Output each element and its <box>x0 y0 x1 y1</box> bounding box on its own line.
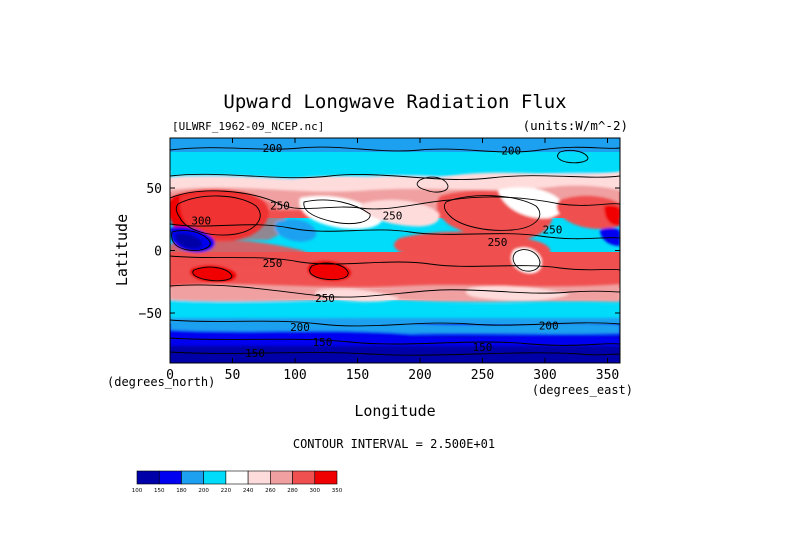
colorbar-swatch <box>136 470 160 485</box>
band-north-polar <box>170 138 620 154</box>
contour-label: 200 <box>290 321 310 334</box>
patch-south-pink-east <box>465 285 570 301</box>
contour-label: 250 <box>315 292 335 305</box>
contour-interval-note: CONTOUR INTERVAL = 2.500E+01 <box>293 437 495 451</box>
x-axis-units: (degrees_east) <box>532 383 633 397</box>
colorbar-level-label: 100 <box>132 488 143 494</box>
contour-label: 300 <box>191 215 211 228</box>
x-tick-label: 150 <box>346 368 369 383</box>
contour-label: 250 <box>270 200 290 213</box>
colorbar-swatch <box>203 470 227 485</box>
contour-label: 200 <box>263 142 283 155</box>
contour-label: 250 <box>543 223 563 236</box>
units-label: (units:W/m^-2) <box>523 118 628 133</box>
contour-arctic-loop <box>557 149 589 164</box>
contour-200-south <box>170 319 620 327</box>
contour-equator-north <box>170 223 620 240</box>
x-tick-label: 0 <box>166 368 174 383</box>
contour-sahara-loop <box>303 199 371 225</box>
y-tick-label: 0 <box>154 245 162 260</box>
colorbar-swatch <box>158 470 182 485</box>
x-tick-label: 350 <box>596 368 619 383</box>
patch-pacific-white <box>360 199 440 227</box>
contour-greenland-loop <box>416 176 449 193</box>
contour-lines <box>170 146 620 356</box>
contour-label: 200 <box>539 320 559 333</box>
contour-250-north <box>170 190 620 210</box>
colorbar-level-label: 300 <box>310 488 321 494</box>
colorbar-swatch <box>247 470 271 485</box>
colorbar-swatch <box>270 470 293 485</box>
colorbar-level-label: 200 <box>198 488 209 494</box>
y-tick-label: −50 <box>139 307 162 322</box>
patch-antarctic-edge <box>170 330 620 346</box>
source-file-label: [ULWRF_1962-09_NCEP.nc] <box>172 120 324 133</box>
colorbar-level-label: 260 <box>265 488 276 494</box>
y-axis-title: Latitude <box>113 214 131 286</box>
patch-south-cyan-wave <box>170 300 620 318</box>
contour-australia-loop <box>309 262 349 281</box>
patch-asia-salmon <box>179 191 286 240</box>
contour-warmpool-loop <box>171 230 211 251</box>
colorbar-swatch <box>314 470 338 485</box>
contour-200-north <box>170 146 620 153</box>
contour-equator-south <box>170 255 620 271</box>
x-tick-label: 250 <box>471 368 494 383</box>
colorbar-level-label: 180 <box>176 488 187 494</box>
contour-north-220 <box>170 173 620 180</box>
patch-south-lightpink <box>315 288 400 302</box>
colorbar-level-label: 150 <box>154 488 165 494</box>
contour-amazon-loop <box>512 249 541 272</box>
contour-south-loop <box>192 266 233 282</box>
colorbar-swatch <box>181 470 204 485</box>
x-tick-label: 300 <box>533 368 556 383</box>
x-tick-label: 100 <box>283 368 306 383</box>
patch-north-cyan-1 <box>170 155 620 182</box>
patch-maritime-blue <box>274 219 317 242</box>
contour-label: 150 <box>473 341 493 354</box>
patch-eastasia-red <box>604 205 620 226</box>
contour-250-south <box>170 284 620 298</box>
chart-title: Upward Longwave Radiation Flux <box>223 91 566 113</box>
colorbar-level-label: 220 <box>221 488 232 494</box>
patch-east-warmpool-blue <box>600 227 620 246</box>
contour-label: 200 <box>501 145 521 158</box>
colorbar-level-label: 280 <box>287 488 298 494</box>
contour-label: 250 <box>383 210 403 223</box>
colorbar: 100 150 180 200 220 240 260 280 300 350 <box>132 470 343 494</box>
contour-label: 150 <box>245 347 265 360</box>
contour-label: 250 <box>488 236 508 249</box>
contour-150-south <box>170 337 620 346</box>
contour-asia-loop <box>175 195 261 236</box>
contour-label: 250 <box>263 257 283 270</box>
colorbar-swatch <box>225 470 249 485</box>
x-tick-label: 50 <box>225 368 241 383</box>
y-axis-units: (degrees_north) <box>107 375 215 389</box>
x-tick-label: 200 <box>408 368 431 383</box>
colorbar-swatch <box>292 470 316 485</box>
contour-label: 150 <box>313 336 333 349</box>
patch-warmpool-darkblue <box>175 233 203 249</box>
colorbar-level-label: 240 <box>243 488 254 494</box>
contour-antarctic-inner <box>170 351 620 356</box>
contour-npacific-loop <box>443 195 541 231</box>
y-tick-label: 50 <box>146 182 162 197</box>
patch-amazon-white <box>511 247 543 274</box>
x-axis-title: Longitude <box>354 402 435 420</box>
colorbar-level-label: 350 <box>332 488 343 494</box>
